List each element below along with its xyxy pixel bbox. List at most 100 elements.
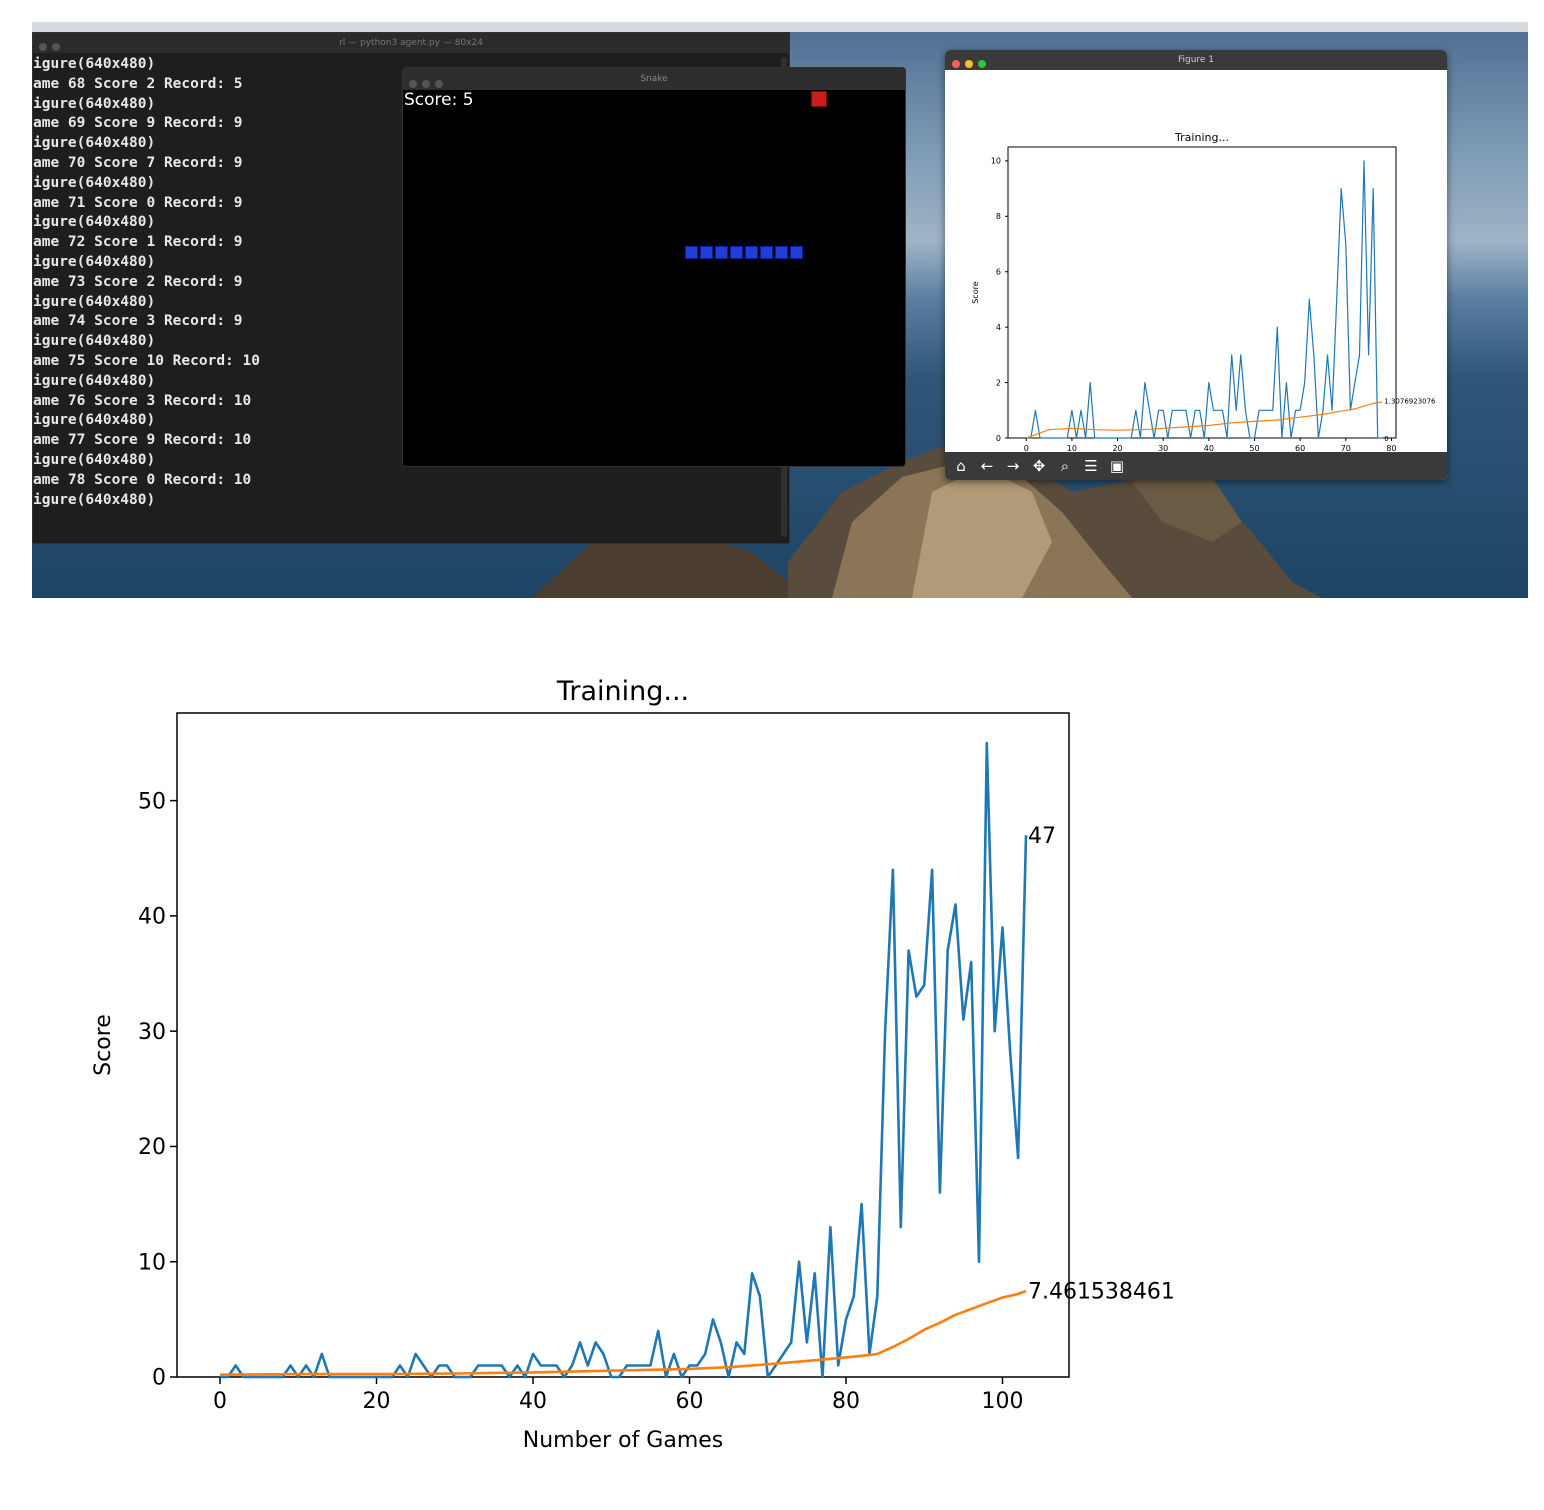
terminal-line: ame 77 Score 9 Record: 10 [33,432,252,449]
terminal-line: ame 76 Score 3 Record: 10 [33,392,252,409]
snake-segment [685,246,698,259]
zoom-dot[interactable] [978,60,986,68]
y-tick-label: 8 [996,212,1001,221]
snake-segment [715,246,728,259]
terminal-line: igure(640x480) [33,372,156,389]
minimize-dot[interactable] [52,43,60,51]
figure-toolbar: ⌂ ← → ✥ ⌕ ☰ ▣ [945,452,1447,480]
y-tick-label: 0 [996,434,1001,443]
y-tick-label: 20 [138,1135,166,1160]
snake-segment [775,246,788,259]
zoom-icon[interactable]: ⌕ [1060,457,1070,475]
y-axis-label: Score [91,1014,116,1076]
terminal-line: igure(640x480) [33,174,156,191]
terminal-line: igure(640x480) [33,95,156,112]
y-tick-label: 10 [138,1250,166,1275]
data-annotation: 0 [1384,435,1388,443]
x-axis-label: Number of Games [523,1428,724,1453]
terminal-line: igure(640x480) [33,253,156,270]
terminal-title: rl — python3 agent.py — 80x24 [339,38,483,48]
x-tick-label: 0 [213,1389,227,1414]
terminal-line: igure(640x480) [33,135,156,152]
figure-window-title: Figure 1 [1177,55,1215,65]
home-icon[interactable]: ⌂ [956,457,966,475]
snake-segment [745,246,758,259]
x-tick-label: 20 [363,1389,391,1414]
data-annotation: 1.3076923076 [1384,397,1436,405]
terminal-line: ame 72 Score 1 Record: 9 [33,234,243,251]
x-tick-label: 30 [1158,444,1168,452]
zoom-dot[interactable] [435,80,443,88]
minimize-dot[interactable] [422,80,430,88]
y-tick-label: 10 [991,157,1001,166]
x-tick-label: 100 [981,1389,1023,1414]
snake-score-label: Score: 5 [404,90,474,110]
configure-icon[interactable]: ☰ [1084,457,1098,475]
plot-frame [176,712,1070,1378]
minimize-dot[interactable] [965,60,973,68]
pan-icon[interactable]: ✥ [1032,457,1046,475]
x-tick-label: 60 [676,1389,704,1414]
terminal-line: ame 78 Score 0 Record: 10 [33,471,252,488]
chart-title: Training... [556,676,689,707]
terminal-titlebar[interactable]: rl — python3 agent.py — 80x24 [33,33,789,53]
x-tick-label: 70 [1341,444,1351,452]
y-tick-label: 6 [996,268,1001,277]
terminal-line: igure(640x480) [33,333,156,350]
y-tick-label: 0 [152,1366,166,1391]
terminal-line: igure(640x480) [33,56,156,72]
snake-segment [760,246,773,259]
x-tick-label: 40 [519,1389,547,1414]
snake-segment [700,246,713,259]
desktop-screenshot: rl — python3 agent.py — 80x24 igure(640x… [32,22,1528,598]
chart-title: Training... [1174,131,1229,144]
y-tick-label: 40 [138,905,166,930]
data-annotation: 7.461538461 [1028,1280,1175,1305]
x-tick-label: 60 [1295,444,1305,452]
x-tick-label: 80 [832,1389,860,1414]
x-tick-label: 80 [1386,444,1396,452]
score-series-line [220,741,1028,1379]
snake-body [685,246,805,260]
close-dot[interactable] [409,80,417,88]
data-annotation: 47 [1028,824,1056,849]
x-tick-label: 0 [1024,444,1029,452]
x-tick-label: 50 [1249,444,1259,452]
plot-frame [1007,146,1397,439]
terminal-output: igure(640x480) ame 68 Score 2 Record: 5 ig… [33,55,260,510]
terminal-line: ame 74 Score 3 Record: 9 [33,313,243,330]
terminal-line: ame 73 Score 2 Record: 9 [33,273,243,290]
small-training-chart: Training...010203040506070800246810Numbe… [971,131,1436,452]
mean-score-series-line [219,1289,1027,1376]
main-training-chart: Training... 0 20 40 60 80 100 0 10 20 30 40 50 Number… [91,676,1175,1453]
back-arrow-icon[interactable]: ← [980,457,994,475]
forward-arrow-icon[interactable]: → [1006,457,1020,475]
y-tick-label: 30 [138,1020,166,1045]
x-tick-label: 10 [1067,444,1077,452]
terminal-line: igure(640x480) [33,491,156,508]
snake-window-title: Snake [640,74,668,84]
snake-segment [790,246,803,259]
terminal-line: igure(640x480) [33,412,156,429]
snake-game-window[interactable]: Snake Score: 5 [402,67,906,467]
x-tick-label: 20 [1112,444,1122,452]
terminal-line: igure(640x480) [33,451,156,468]
menu-bar [32,22,1528,32]
figure-window[interactable]: Figure 1 Training... 0 10 20 30 40 50 60 70 80 0 2 4… [945,50,1447,480]
close-dot[interactable] [952,60,960,68]
y-tick-label: 2 [996,378,1001,387]
close-dot[interactable] [39,43,47,51]
mean-score-series-line [1026,401,1383,439]
terminal-line: ame 70 Score 7 Record: 9 [33,154,243,171]
y-axis-label: Score [971,281,980,303]
y-tick-label: 50 [138,789,166,814]
snake-food [811,91,827,107]
snake-titlebar[interactable]: Snake [403,68,905,90]
terminal-line: ame 75 Score 10 Record: 10 [33,352,260,369]
save-icon[interactable]: ▣ [1109,457,1125,475]
figure-titlebar[interactable]: Figure 1 [945,50,1447,70]
terminal-line: ame 71 Score 0 Record: 9 [33,194,243,211]
y-tick-label: 4 [996,323,1001,332]
score-series-line [1026,160,1383,439]
terminal-line: ame 68 Score 2 Record: 5 [33,75,243,92]
